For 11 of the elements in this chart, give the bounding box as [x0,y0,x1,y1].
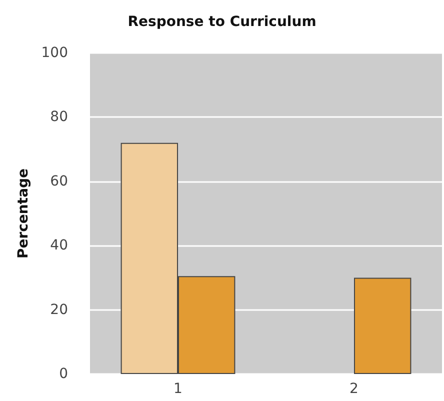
chart-title: Response to Curriculum [128,14,316,30]
y-axis-title: Percentage [15,168,32,259]
bar [354,278,412,374]
y-tick-label: 80 [50,109,68,126]
y-tick-label: 100 [41,45,68,61]
y-tick-label: 0 [59,366,68,382]
y-tick-label: 60 [50,173,68,190]
y-tick-label: 20 [50,302,68,318]
y-tick-label: 40 [50,238,68,254]
x-tick-label: 2 [350,381,358,397]
x-tick-label: 1 [174,381,182,397]
